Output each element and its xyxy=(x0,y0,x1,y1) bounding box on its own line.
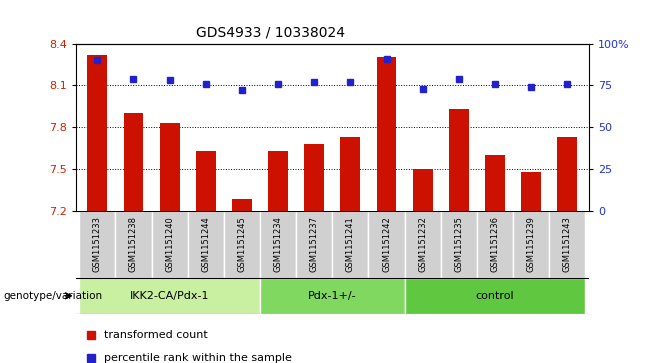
Text: GSM1151236: GSM1151236 xyxy=(490,216,499,272)
Text: GSM1151235: GSM1151235 xyxy=(454,216,463,272)
Bar xyxy=(224,211,260,278)
Bar xyxy=(232,199,252,211)
Bar xyxy=(549,211,586,278)
Text: IKK2-CA/Pdx-1: IKK2-CA/Pdx-1 xyxy=(130,291,209,301)
Text: GSM1151238: GSM1151238 xyxy=(129,216,138,272)
Text: GSM1151232: GSM1151232 xyxy=(418,216,427,272)
Bar xyxy=(413,169,432,211)
Bar xyxy=(405,211,441,278)
Text: GSM1151240: GSM1151240 xyxy=(165,216,174,272)
Bar xyxy=(260,211,296,278)
Text: GSM1151237: GSM1151237 xyxy=(310,216,318,272)
Text: transformed count: transformed count xyxy=(104,330,208,340)
Bar xyxy=(441,211,477,278)
Bar xyxy=(79,278,260,314)
Text: genotype/variation: genotype/variation xyxy=(3,291,103,301)
Text: Pdx-1+/-: Pdx-1+/- xyxy=(308,291,357,301)
Bar xyxy=(115,211,151,278)
Bar xyxy=(151,211,188,278)
Text: GSM1151243: GSM1151243 xyxy=(563,216,572,272)
Text: GSM1151244: GSM1151244 xyxy=(201,216,211,272)
Bar xyxy=(521,172,541,211)
Title: GDS4933 / 10338024: GDS4933 / 10338024 xyxy=(196,26,345,40)
Text: GSM1151241: GSM1151241 xyxy=(346,216,355,272)
Bar xyxy=(368,211,405,278)
Text: GSM1151242: GSM1151242 xyxy=(382,216,391,272)
Text: GSM1151245: GSM1151245 xyxy=(238,216,247,272)
Text: GSM1151239: GSM1151239 xyxy=(526,216,536,272)
Bar xyxy=(477,211,513,278)
Bar xyxy=(124,113,143,211)
Bar xyxy=(79,211,115,278)
Text: GSM1151234: GSM1151234 xyxy=(274,216,282,272)
Text: percentile rank within the sample: percentile rank within the sample xyxy=(104,353,291,363)
Bar xyxy=(340,137,361,211)
Bar xyxy=(332,211,368,278)
Bar xyxy=(296,211,332,278)
Bar xyxy=(88,55,107,211)
Bar xyxy=(304,144,324,211)
Bar xyxy=(160,123,180,211)
Bar xyxy=(485,155,505,211)
Bar xyxy=(268,151,288,211)
Text: control: control xyxy=(476,291,515,301)
Text: GSM1151233: GSM1151233 xyxy=(93,216,102,272)
Bar xyxy=(513,211,549,278)
Bar xyxy=(449,109,468,211)
Bar xyxy=(557,137,577,211)
Bar xyxy=(405,278,586,314)
Bar xyxy=(188,211,224,278)
Bar xyxy=(376,57,396,211)
Bar xyxy=(196,151,216,211)
Bar xyxy=(260,278,405,314)
